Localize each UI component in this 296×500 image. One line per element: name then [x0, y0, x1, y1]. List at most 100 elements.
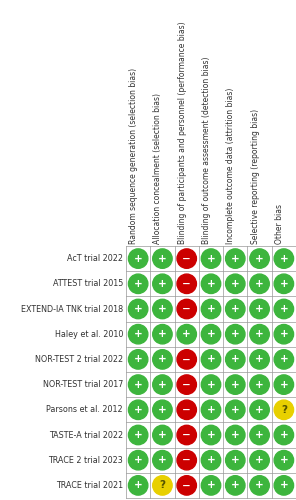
- Text: +: +: [207, 304, 215, 314]
- Text: TRACE 2 trial 2023: TRACE 2 trial 2023: [48, 456, 123, 464]
- Text: +: +: [279, 354, 288, 364]
- Circle shape: [250, 375, 269, 394]
- Text: +: +: [158, 329, 167, 339]
- Circle shape: [250, 324, 269, 344]
- Text: +: +: [158, 430, 167, 440]
- Text: −: −: [182, 304, 191, 314]
- Circle shape: [226, 450, 245, 470]
- Circle shape: [177, 324, 197, 344]
- Circle shape: [274, 400, 294, 419]
- Circle shape: [201, 300, 221, 318]
- Circle shape: [201, 476, 221, 495]
- Circle shape: [153, 324, 172, 344]
- Text: −: −: [182, 354, 191, 364]
- Text: +: +: [134, 430, 142, 440]
- Text: +: +: [255, 480, 264, 490]
- Circle shape: [128, 350, 148, 369]
- Circle shape: [226, 400, 245, 419]
- Text: +: +: [255, 354, 264, 364]
- Text: +: +: [231, 304, 240, 314]
- Text: AcT trial 2022: AcT trial 2022: [67, 254, 123, 263]
- Circle shape: [250, 274, 269, 293]
- Text: +: +: [134, 254, 142, 264]
- Text: Blinding of outcome assessment (detection bias): Blinding of outcome assessment (detectio…: [202, 56, 211, 244]
- Text: +: +: [207, 455, 215, 465]
- Text: +: +: [279, 304, 288, 314]
- Circle shape: [153, 274, 172, 293]
- Circle shape: [226, 274, 245, 293]
- Circle shape: [128, 249, 148, 268]
- Circle shape: [250, 450, 269, 470]
- Circle shape: [274, 274, 294, 293]
- Circle shape: [250, 300, 269, 318]
- Circle shape: [250, 476, 269, 495]
- Text: +: +: [279, 430, 288, 440]
- Text: +: +: [158, 354, 167, 364]
- Text: +: +: [134, 380, 142, 390]
- Text: +: +: [134, 304, 142, 314]
- Text: +: +: [231, 380, 240, 390]
- Circle shape: [201, 274, 221, 293]
- Circle shape: [201, 324, 221, 344]
- Text: +: +: [134, 329, 142, 339]
- Text: +: +: [231, 480, 240, 490]
- Text: +: +: [279, 380, 288, 390]
- Text: +: +: [255, 254, 264, 264]
- Circle shape: [250, 249, 269, 268]
- Circle shape: [274, 249, 294, 268]
- Text: +: +: [158, 455, 167, 465]
- Circle shape: [177, 300, 197, 318]
- Circle shape: [128, 426, 148, 444]
- Text: +: +: [182, 329, 191, 339]
- Circle shape: [274, 375, 294, 394]
- Text: +: +: [231, 354, 240, 364]
- Text: NOR-TEST trial 2017: NOR-TEST trial 2017: [43, 380, 123, 389]
- Circle shape: [226, 300, 245, 318]
- Circle shape: [201, 249, 221, 268]
- Circle shape: [128, 274, 148, 293]
- Circle shape: [128, 375, 148, 394]
- Text: +: +: [134, 480, 142, 490]
- Circle shape: [153, 400, 172, 419]
- Text: Allocation concealment (selection bias): Allocation concealment (selection bias): [153, 93, 163, 244]
- Text: +: +: [158, 380, 167, 390]
- Circle shape: [201, 350, 221, 369]
- Circle shape: [153, 300, 172, 318]
- Text: Blinding of participants and personnel (performance bias): Blinding of participants and personnel (…: [178, 22, 187, 244]
- Text: −: −: [182, 254, 191, 264]
- Text: +: +: [158, 279, 167, 289]
- Circle shape: [128, 450, 148, 470]
- Circle shape: [250, 400, 269, 419]
- Text: +: +: [255, 380, 264, 390]
- Text: +: +: [279, 329, 288, 339]
- Text: +: +: [279, 254, 288, 264]
- Text: +: +: [207, 430, 215, 440]
- Circle shape: [177, 400, 197, 419]
- Circle shape: [128, 300, 148, 318]
- Text: +: +: [207, 480, 215, 490]
- Text: +: +: [207, 354, 215, 364]
- Text: +: +: [158, 405, 167, 415]
- Text: +: +: [134, 405, 142, 415]
- Circle shape: [153, 426, 172, 444]
- Text: NOR-TEST 2 trial 2022: NOR-TEST 2 trial 2022: [35, 355, 123, 364]
- Text: −: −: [182, 480, 191, 490]
- Circle shape: [201, 450, 221, 470]
- Circle shape: [274, 450, 294, 470]
- Text: +: +: [207, 279, 215, 289]
- Text: +: +: [231, 405, 240, 415]
- Circle shape: [153, 249, 172, 268]
- Text: +: +: [134, 279, 142, 289]
- Text: +: +: [207, 329, 215, 339]
- Circle shape: [128, 476, 148, 495]
- Text: TRACE trial 2021: TRACE trial 2021: [56, 481, 123, 490]
- Circle shape: [201, 400, 221, 419]
- Circle shape: [250, 426, 269, 444]
- Text: +: +: [207, 380, 215, 390]
- Circle shape: [274, 476, 294, 495]
- Circle shape: [128, 400, 148, 419]
- Text: +: +: [279, 455, 288, 465]
- Circle shape: [177, 476, 197, 495]
- Circle shape: [226, 476, 245, 495]
- Text: TASTE-A trial 2022: TASTE-A trial 2022: [49, 430, 123, 440]
